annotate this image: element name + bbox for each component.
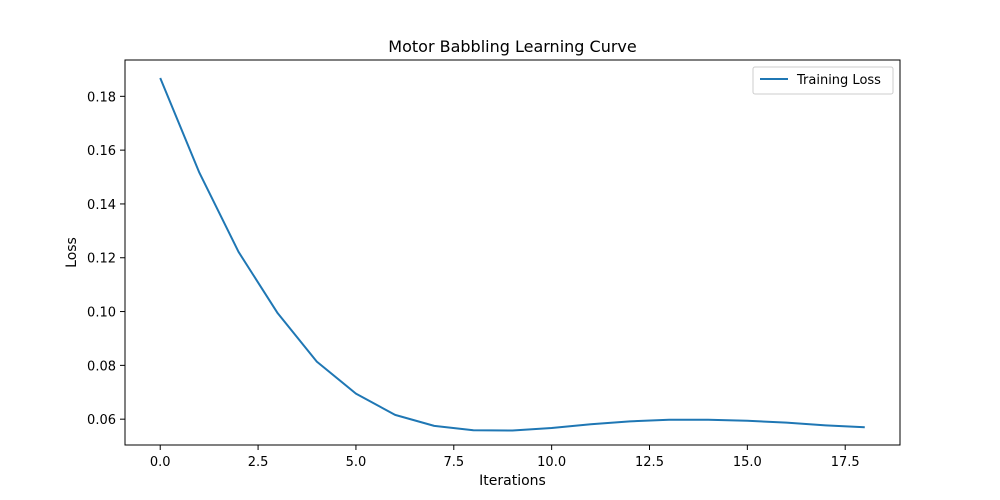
legend-label: Training Loss — [796, 73, 881, 88]
x-tick-label: 15.0 — [733, 455, 762, 470]
x-tick-label: 7.5 — [443, 455, 464, 470]
y-tick-label: 0.12 — [87, 252, 116, 267]
y-tick-label: 0.14 — [87, 198, 116, 213]
legend-box — [752, 66, 894, 95]
x-tick-label: 5.0 — [346, 455, 367, 470]
y-tick-label: 0.06 — [87, 413, 116, 428]
x-tick-label: 2.5 — [248, 455, 269, 470]
y-axis-label: Loss — [64, 237, 80, 268]
x-tick-label: 12.5 — [635, 455, 664, 470]
x-tick-label: 17.5 — [831, 455, 860, 470]
series-line-training-loss — [159, 77, 865, 432]
x-tick-label: 0.0 — [150, 455, 171, 470]
y-tick-label: 0.10 — [87, 306, 116, 321]
plot-frame — [124, 59, 901, 446]
x-axis-label: Iterations — [479, 473, 546, 489]
chart-title: Motor Babbling Learning Curve — [388, 37, 636, 56]
y-tick-label: 0.16 — [87, 144, 116, 159]
legend: Training Loss — [752, 66, 894, 95]
y-tick-label: 0.08 — [87, 359, 116, 374]
plot-area: 0.0 2.5 5.0 7.5 10.0 12.5 15.0 17.5 0.06 0.08 0.10… — [87, 77, 865, 470]
y-tick-label: 0.18 — [87, 90, 116, 105]
x-tick-label: 10.0 — [537, 455, 566, 470]
